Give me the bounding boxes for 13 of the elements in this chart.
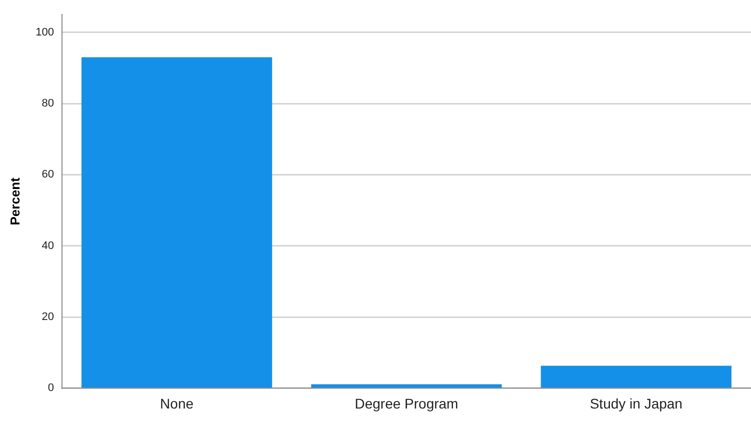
y-tick-label: 80: [42, 98, 54, 110]
bar: [540, 366, 732, 388]
x-tick-label: None: [160, 395, 194, 412]
y-tick-label: 0: [48, 382, 54, 394]
x-tick-label: Degree Program: [354, 395, 458, 412]
bar: [81, 57, 272, 388]
y-tick-label: 40: [42, 240, 54, 252]
y-axis-title: Percent: [7, 176, 22, 226]
y-tick-label: 60: [42, 168, 54, 181]
bar: [311, 384, 502, 388]
y-tick-label: 100: [36, 26, 54, 38]
x-tick-label: Study in Japan: [590, 395, 682, 412]
y-tick-label: 20: [42, 311, 54, 324]
